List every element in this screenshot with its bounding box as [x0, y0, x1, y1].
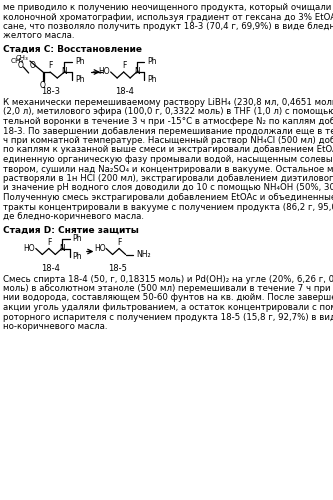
- Text: F: F: [49, 62, 53, 70]
- Text: растворяли в 1н HCl (200 мл), экстрагировали добавлением диэтилового эфира: растворяли в 1н HCl (200 мл), экстрагиро…: [3, 174, 333, 183]
- Text: К механически перемешиваемому раствору LiBH₄ (230,8 мл, 0,4651 моль) в THF: К механически перемешиваемому раствору L…: [3, 98, 333, 107]
- Text: F: F: [122, 62, 127, 70]
- Text: Стадия D: Снятие защиты: Стадия D: Снятие защиты: [3, 226, 139, 234]
- Text: но-коричневого масла.: но-коричневого масла.: [3, 322, 107, 331]
- Text: CH₃: CH₃: [10, 58, 24, 64]
- Text: Смесь спирта 18-4 (50, г, 0,18315 моль) и Pd(OH)₂ на угле (20%, 6,26 г, 0,04395: Смесь спирта 18-4 (50, г, 0,18315 моль) …: [3, 274, 333, 283]
- Text: акции уголь удаляли фильтрованием, а остаток концентрировали с помощью: акции уголь удаляли фильтрованием, а ост…: [3, 303, 333, 312]
- Text: O: O: [29, 60, 35, 70]
- Text: ме приводило к получению неочищенного продукта, который очищали методом: ме приводило к получению неочищенного пр…: [3, 3, 333, 12]
- Text: Стадия С: Восстановление: Стадия С: Восстановление: [3, 45, 142, 54]
- Text: Полученную смесь экстрагировали добавлением EtOAc и объединенные экс-: Полученную смесь экстрагировали добавлен…: [3, 193, 333, 202]
- Text: Ph: Ph: [75, 76, 84, 84]
- Text: N: N: [59, 244, 65, 253]
- Text: по каплям к указанной выше смеси и экстрагировали добавлением EtOAc. Объ-: по каплям к указанной выше смеси и экстр…: [3, 146, 333, 154]
- Text: ч при комнатной температуре. Насыщенный раствор NH₄Cl (500 мл) добавляли: ч при комнатной температуре. Насыщенный …: [3, 136, 333, 145]
- Text: де бледно-коричневого масла.: де бледно-коричневого масла.: [3, 212, 144, 221]
- Text: F: F: [47, 238, 52, 247]
- Text: O: O: [18, 60, 24, 70]
- Text: роторного испарителя с получением продукта 18-5 (15,8 г, 92,7%) в виде блед-: роторного испарителя с получением продук…: [3, 312, 333, 322]
- Text: HO: HO: [94, 244, 106, 253]
- Text: и значение pH водного слоя доводили до 10 с помощью NH₄OH (50%, 300 мл).: и значение pH водного слоя доводили до 1…: [3, 184, 333, 192]
- Text: единенную органическую фазу промывали водой, насыщенным солевым рас-: единенную органическую фазу промывали во…: [3, 155, 333, 164]
- Text: Ph: Ph: [147, 58, 157, 66]
- Text: HO: HO: [24, 244, 35, 253]
- Text: N: N: [62, 68, 67, 76]
- Text: сане, что позволяло получить продукт 18-3 (70,4 г, 69,9%) в виде бледно-: сане, что позволяло получить продукт 18-…: [3, 22, 333, 31]
- Text: N: N: [134, 68, 140, 76]
- Text: 18-3: 18-3: [41, 88, 60, 96]
- Text: Ph: Ph: [147, 76, 157, 84]
- Text: Ph: Ph: [72, 234, 82, 243]
- Text: твором, сушили над Na₂SO₄ и концентрировали в вакууме. Остальное масло: твором, сушили над Na₂SO₄ и концентриров…: [3, 164, 333, 173]
- Text: нии водорода, составляющем 50-60 фунтов на кв. дюйм. После завершения ре-: нии водорода, составляющем 50-60 фунтов …: [3, 294, 333, 302]
- Text: 18-4: 18-4: [116, 88, 135, 96]
- Text: желтого масла.: желтого масла.: [3, 32, 74, 40]
- Text: O: O: [39, 80, 45, 90]
- Text: 18-5: 18-5: [108, 264, 127, 273]
- Text: 18-4: 18-4: [41, 264, 60, 273]
- Text: (2,0 л), метилового эфира (100,0 г, 0,3322 моль) в THF (1,0 л) с помощью дели-: (2,0 л), метилового эфира (100,0 г, 0,33…: [3, 108, 333, 116]
- Text: F: F: [118, 238, 122, 247]
- Text: тельной воронки в течение 3 ч при -15°С в атмосфере N₂ по каплям добавляли: тельной воронки в течение 3 ч при -15°С …: [3, 117, 333, 126]
- Text: 18-3. По завершении добавления перемешивание продолжали еще в течение 4: 18-3. По завершении добавления перемешив…: [3, 126, 333, 136]
- Text: колоночной хроматографии, используя градиент от гексана до 3% EtOAc в гек-: колоночной хроматографии, используя град…: [3, 12, 333, 22]
- Text: Ph: Ph: [75, 58, 84, 66]
- Text: Ph: Ph: [72, 252, 82, 261]
- Text: тракты концентрировали в вакууме с получением продукта (86,2 г, 95,0%) в ви-: тракты концентрировали в вакууме с получ…: [3, 202, 333, 211]
- Text: CH₃: CH₃: [15, 55, 28, 61]
- Text: NH₂: NH₂: [136, 250, 151, 259]
- Text: моль) в абсолютном этаноле (500 мл) перемешивали в течение 7 ч при давле-: моль) в абсолютном этаноле (500 мл) пере…: [3, 284, 333, 293]
- Text: HO: HO: [98, 68, 110, 76]
